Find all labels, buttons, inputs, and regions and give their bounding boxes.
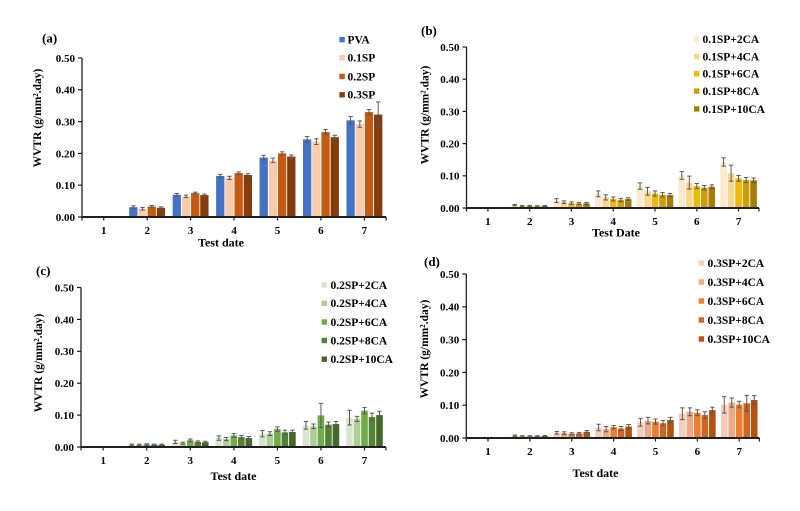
svg-text:4: 4 <box>611 446 617 458</box>
svg-text:6: 6 <box>695 446 701 458</box>
svg-text:7: 7 <box>736 446 742 458</box>
svg-text:0.20: 0.20 <box>55 378 75 390</box>
svg-text:2: 2 <box>527 446 533 458</box>
svg-text:0.3SP: 0.3SP <box>348 90 376 102</box>
svg-text:2: 2 <box>144 225 150 237</box>
svg-text:0.30: 0.30 <box>55 346 75 358</box>
svg-text:0.10: 0.10 <box>56 180 76 192</box>
svg-text:0.2SP+6CA: 0.2SP+6CA <box>331 317 388 329</box>
svg-text:2: 2 <box>527 216 533 228</box>
svg-text:Test date: Test date <box>573 466 620 480</box>
svg-text:0.00: 0.00 <box>55 442 75 454</box>
svg-text:0.10: 0.10 <box>440 171 460 183</box>
svg-text:WVTR (g/mm².day): WVTR (g/mm².day) <box>419 300 431 399</box>
svg-text:(a): (a) <box>42 31 57 46</box>
svg-text:1: 1 <box>101 225 107 237</box>
svg-text:6: 6 <box>318 455 324 467</box>
svg-text:(c): (c) <box>36 263 50 278</box>
svg-text:PVA: PVA <box>348 35 371 47</box>
svg-text:0.40: 0.40 <box>440 302 460 314</box>
svg-text:0.50: 0.50 <box>440 269 460 281</box>
svg-text:WVTR (g/mm².day): WVTR (g/mm².day) <box>420 66 432 165</box>
svg-text:0.1SP+4CA: 0.1SP+4CA <box>703 52 760 64</box>
svg-text:0.3SP+2CA: 0.3SP+2CA <box>708 258 765 270</box>
svg-text:0.1SP+6CA: 0.1SP+6CA <box>703 69 760 81</box>
svg-text:0.30: 0.30 <box>440 335 460 347</box>
svg-text:5: 5 <box>275 455 281 467</box>
svg-text:4: 4 <box>231 455 237 467</box>
svg-text:WVTR (g/mm².day): WVTR (g/mm².day) <box>33 314 45 413</box>
svg-text:0.00: 0.00 <box>440 433 460 445</box>
svg-text:0.1SP+10CA: 0.1SP+10CA <box>703 104 766 116</box>
svg-text:0.2SP+8CA: 0.2SP+8CA <box>331 335 388 347</box>
svg-text:0.50: 0.50 <box>56 53 76 65</box>
svg-text:0.1SP+8CA: 0.1SP+8CA <box>703 86 760 98</box>
svg-text:WVTR (g/mm².day): WVTR (g/mm².day) <box>32 69 44 168</box>
svg-text:0.30: 0.30 <box>56 117 76 129</box>
svg-text:0.50: 0.50 <box>55 282 75 294</box>
svg-text:0.10: 0.10 <box>440 400 460 412</box>
svg-text:0.2SP+4CA: 0.2SP+4CA <box>331 298 388 310</box>
svg-text:1: 1 <box>485 216 491 228</box>
svg-text:0.50: 0.50 <box>440 42 460 54</box>
svg-text:0.20: 0.20 <box>440 139 460 151</box>
svg-text:0.00: 0.00 <box>440 203 460 215</box>
svg-text:0.2SP+2CA: 0.2SP+2CA <box>331 280 388 292</box>
svg-text:(d): (d) <box>424 254 440 269</box>
svg-text:0.00: 0.00 <box>56 212 76 224</box>
svg-text:0.20: 0.20 <box>440 367 460 379</box>
svg-text:0.3SP+6CA: 0.3SP+6CA <box>708 296 765 308</box>
svg-text:Test date: Test date <box>211 469 258 483</box>
svg-text:Test date: Test date <box>198 236 245 250</box>
svg-text:1: 1 <box>100 455 106 467</box>
svg-text:1: 1 <box>485 446 491 458</box>
svg-text:6: 6 <box>694 216 700 228</box>
svg-text:7: 7 <box>736 216 742 228</box>
svg-text:2: 2 <box>144 455 150 467</box>
svg-text:0.3SP+8CA: 0.3SP+8CA <box>708 315 765 327</box>
svg-text:0.2SP+10CA: 0.2SP+10CA <box>331 354 394 366</box>
svg-text:3: 3 <box>569 216 575 228</box>
svg-text:6: 6 <box>318 225 324 237</box>
svg-text:0.40: 0.40 <box>55 314 75 326</box>
svg-text:0.20: 0.20 <box>56 148 76 160</box>
svg-text:3: 3 <box>188 225 194 237</box>
svg-text:5: 5 <box>653 446 659 458</box>
svg-text:0.1SP: 0.1SP <box>348 53 376 65</box>
svg-text:0.40: 0.40 <box>56 85 76 97</box>
svg-text:0.3SP+10CA: 0.3SP+10CA <box>708 334 771 346</box>
svg-text:7: 7 <box>362 455 368 467</box>
svg-text:0.2SP: 0.2SP <box>348 71 376 83</box>
svg-text:7: 7 <box>362 225 368 237</box>
svg-text:0.30: 0.30 <box>440 106 460 118</box>
svg-text:5: 5 <box>652 216 658 228</box>
svg-text:5: 5 <box>275 225 281 237</box>
svg-text:3: 3 <box>569 446 575 458</box>
svg-text:0.1SP+2CA: 0.1SP+2CA <box>703 34 760 46</box>
svg-text:3: 3 <box>188 455 194 467</box>
svg-text:0.40: 0.40 <box>440 74 460 86</box>
svg-text:0.3SP+4CA: 0.3SP+4CA <box>708 277 765 289</box>
svg-text:Test Date: Test Date <box>592 226 641 240</box>
svg-text:0.10: 0.10 <box>55 410 75 422</box>
svg-text:(b): (b) <box>421 23 437 38</box>
